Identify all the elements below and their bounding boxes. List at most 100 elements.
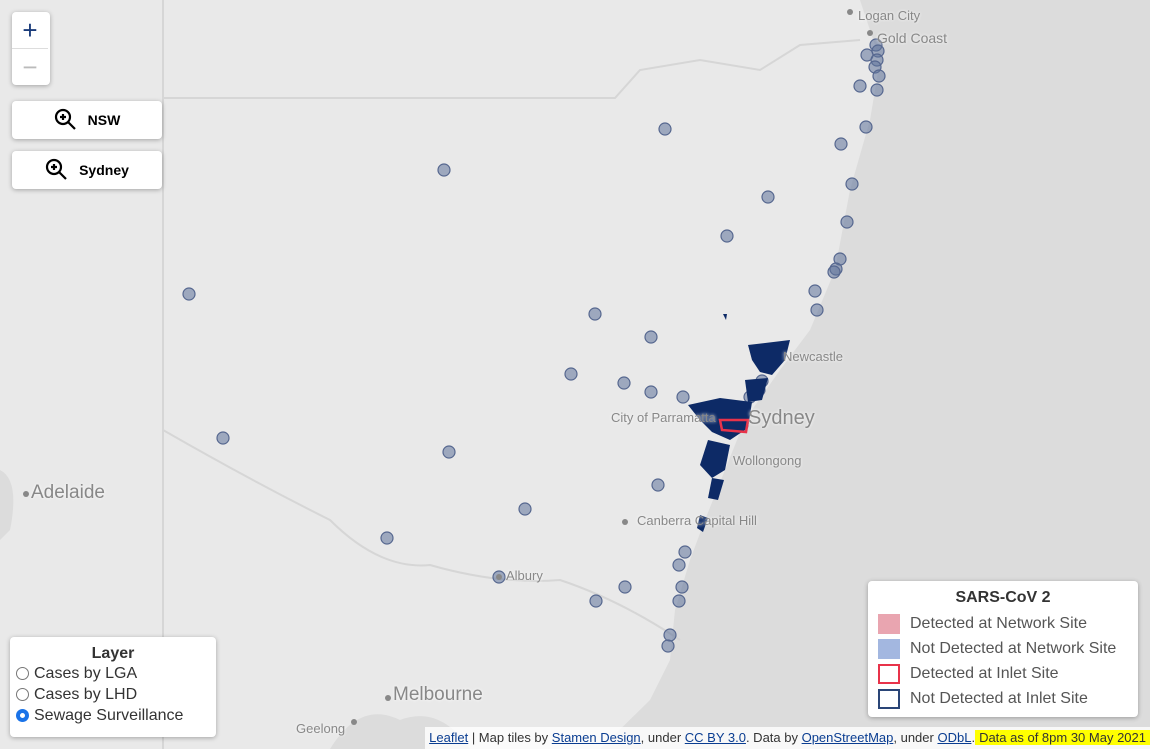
network-site[interactable] bbox=[380, 531, 394, 545]
legend-label: Detected at Network Site bbox=[910, 614, 1087, 632]
ocean bbox=[600, 0, 1150, 749]
attribution: Leaflet | Map tiles by Stamen Design, un… bbox=[425, 727, 1150, 749]
network-site[interactable] bbox=[676, 390, 690, 404]
place-label: Newcastle bbox=[783, 349, 843, 364]
network-site[interactable] bbox=[810, 303, 824, 317]
network-site[interactable] bbox=[720, 229, 734, 243]
attribution-text: . Data by bbox=[745, 730, 802, 745]
place-label: Melbourne bbox=[393, 684, 483, 705]
attribution-link[interactable]: Stamen Design bbox=[551, 730, 641, 745]
button-label: NSW bbox=[87, 112, 121, 128]
network-site[interactable] bbox=[442, 445, 456, 459]
layer-title: Layer bbox=[91, 645, 135, 662]
legend-title: SARS-CoV 2 bbox=[955, 589, 1051, 606]
gulf bbox=[0, 470, 14, 540]
zoom-in[interactable]: + bbox=[12, 12, 48, 49]
legend-swatch bbox=[878, 638, 900, 659]
network-site[interactable] bbox=[588, 307, 602, 321]
network-site[interactable] bbox=[216, 431, 230, 445]
legend-label: Detected at Inlet Site bbox=[910, 664, 1059, 682]
network-site[interactable] bbox=[651, 478, 665, 492]
attribution-text: | Map tiles by bbox=[468, 730, 552, 745]
network-site[interactable] bbox=[675, 580, 689, 594]
layer-option[interactable]: Cases by LHD bbox=[16, 684, 210, 705]
network-site[interactable] bbox=[840, 215, 854, 229]
zoom-icon bbox=[54, 108, 76, 130]
attribution-text: , under bbox=[640, 730, 685, 745]
network-site[interactable] bbox=[834, 137, 848, 151]
network-site[interactable] bbox=[518, 502, 532, 516]
network-site[interactable] bbox=[617, 376, 631, 390]
place-label: Adelaide bbox=[31, 482, 105, 503]
place-label: Canberra Capital Hill bbox=[637, 513, 757, 528]
network-site[interactable] bbox=[658, 122, 672, 136]
legend: SARS-CoV 2 Detected at Network Site Not D… bbox=[868, 581, 1138, 717]
network-site[interactable] bbox=[661, 639, 675, 653]
network-site[interactable] bbox=[827, 265, 841, 279]
place-label: Wollongong bbox=[733, 453, 802, 468]
layer-control: Layer Cases by LGA Cases by LHD Sewage Sur… bbox=[10, 637, 216, 737]
legend-swatch bbox=[878, 663, 900, 684]
legend-item: Detected at Inlet Site bbox=[878, 661, 1128, 686]
markers bbox=[182, 38, 886, 653]
place-label: Sydney bbox=[748, 407, 815, 429]
place-label: Geelong bbox=[296, 721, 346, 736]
catchment[interactable] bbox=[748, 340, 790, 375]
option-label: Cases by LHD bbox=[34, 685, 138, 703]
legend-item: Detected at Network Site bbox=[878, 611, 1128, 636]
layer-option[interactable]: Cases by LGA bbox=[16, 663, 210, 684]
legend-label: Not Detected at Inlet Site bbox=[910, 689, 1088, 707]
network-site[interactable] bbox=[589, 594, 603, 608]
radio[interactable] bbox=[16, 709, 29, 722]
date-note: Data as of 8pm 30 May 2021 bbox=[975, 730, 1150, 745]
radio[interactable] bbox=[16, 667, 29, 680]
network-site[interactable] bbox=[872, 69, 886, 83]
attribution-text: , under bbox=[893, 730, 938, 745]
network-site[interactable] bbox=[853, 79, 867, 93]
sydney-network bbox=[688, 314, 790, 532]
network-site[interactable] bbox=[564, 367, 578, 381]
zoom-to-button[interactable]: Sydney bbox=[12, 151, 162, 189]
catchment[interactable] bbox=[723, 314, 727, 320]
attribution-link[interactable]: CC BY 3.0 bbox=[684, 730, 746, 745]
zoom-icon bbox=[45, 158, 67, 180]
network-site[interactable] bbox=[761, 190, 775, 204]
catchment[interactable] bbox=[745, 378, 768, 402]
button-label: Sydney bbox=[79, 162, 129, 178]
attribution-link[interactable]: OpenStreetMap bbox=[801, 730, 894, 745]
network-site[interactable] bbox=[678, 545, 692, 559]
zoom-control: + − bbox=[12, 12, 50, 85]
border bbox=[163, 39, 861, 99]
zoom-to-button[interactable]: NSW bbox=[12, 101, 162, 139]
network-site[interactable] bbox=[437, 163, 451, 177]
network-site[interactable] bbox=[663, 628, 677, 642]
layer-option[interactable]: Sewage Surveillance bbox=[16, 705, 210, 726]
radio[interactable] bbox=[16, 688, 29, 701]
network-site[interactable] bbox=[644, 330, 658, 344]
legend-item: Not Detected at Network Site bbox=[878, 636, 1128, 661]
option-label: Sewage Surveillance bbox=[34, 706, 184, 724]
border bbox=[162, 429, 681, 641]
legend-label: Not Detected at Network Site bbox=[910, 639, 1117, 657]
network-site[interactable] bbox=[808, 284, 822, 298]
legend-swatch bbox=[878, 613, 900, 634]
network-site[interactable] bbox=[845, 177, 859, 191]
network-site[interactable] bbox=[672, 558, 686, 572]
network-site[interactable] bbox=[644, 385, 658, 399]
network-site[interactable] bbox=[182, 287, 196, 301]
catchment[interactable] bbox=[700, 440, 730, 478]
place-label: Logan City bbox=[858, 8, 921, 23]
attribution-link[interactable]: ODbL bbox=[937, 730, 972, 745]
attribution-link[interactable]: Leaflet bbox=[429, 730, 469, 745]
catchment[interactable] bbox=[697, 515, 708, 532]
legend-swatch bbox=[878, 688, 900, 709]
network-site[interactable] bbox=[870, 83, 884, 97]
network-site[interactable] bbox=[618, 580, 632, 594]
network-site[interactable] bbox=[672, 594, 686, 608]
catchment[interactable] bbox=[708, 478, 724, 500]
inlet-detected[interactable] bbox=[718, 418, 750, 434]
zoom-out[interactable]: − bbox=[22, 51, 38, 82]
network-site[interactable] bbox=[859, 120, 873, 134]
